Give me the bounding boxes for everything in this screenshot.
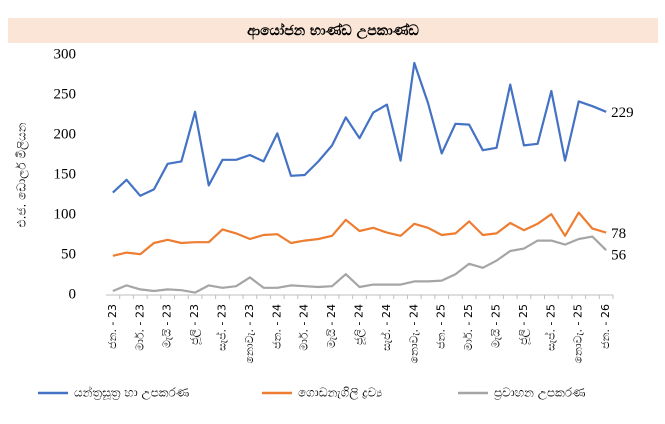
x-tick-label: ජන. - 26 — [599, 304, 612, 349]
x-tick-label: මැයි - 25 — [490, 304, 503, 348]
x-tick-label: සැප්. - 23 — [214, 304, 228, 351]
end-label: 56 — [611, 248, 627, 264]
y-tick-label: 250 — [54, 86, 77, 102]
series-line — [112, 235, 607, 294]
y-tick-label: 100 — [54, 206, 77, 222]
y-tick-label: 300 — [54, 46, 77, 62]
x-tick-label: මැයි - 24 — [325, 304, 338, 348]
x-tick-label: මාර්. - 25 — [462, 304, 475, 351]
y-tick-label: 150 — [54, 166, 77, 182]
x-tick-label: ජූලි - 23 — [188, 304, 202, 345]
x-tick-label: නොවැ. - 25 — [572, 304, 585, 363]
end-label: 78 — [611, 226, 626, 242]
legend-label: යන්ත්‍රසූත්‍ර හා උපකරණ — [74, 385, 189, 400]
x-tick-label: ජූලි - 25 — [517, 304, 531, 345]
chart-title: ආයෝජන භාණ්ඩ උපකාණ්ඩ — [247, 22, 419, 40]
x-tick-label: ජූලි - 24 — [353, 304, 367, 345]
x-tick-label: සැප්. - 24 — [379, 304, 393, 351]
y-tick-label: 0 — [69, 286, 77, 302]
y-axis-label: එ.ජ. ඩොලර් මිලියන — [15, 122, 30, 227]
y-tick-label: 50 — [61, 246, 76, 262]
end-label: 229 — [611, 105, 634, 121]
x-tick-label: ජන. - 24 — [270, 304, 283, 349]
x-tick-label: ජන. - 25 — [435, 304, 448, 349]
legend-label: ප්‍රවාහන උපකරණ — [494, 386, 585, 401]
x-tick-label: මැයි - 23 — [161, 304, 174, 348]
y-tick-label: 200 — [54, 126, 77, 142]
title-bar — [8, 18, 658, 43]
x-tick-label: නොවැ. - 23 — [243, 304, 256, 363]
series-line — [112, 61, 607, 197]
legend-label: ගොඩනැගිලි ද්‍රව්‍ය — [298, 386, 382, 401]
series-line — [112, 211, 607, 257]
x-tick-label: ජන. - 23 — [106, 304, 119, 349]
x-tick-label: මාර්. - 23 — [133, 304, 146, 351]
x-tick-label: නොවැ. - 24 — [407, 304, 420, 363]
x-tick-label: මාර්. - 24 — [298, 304, 311, 351]
x-tick-label: සැප්. - 25 — [543, 304, 557, 351]
